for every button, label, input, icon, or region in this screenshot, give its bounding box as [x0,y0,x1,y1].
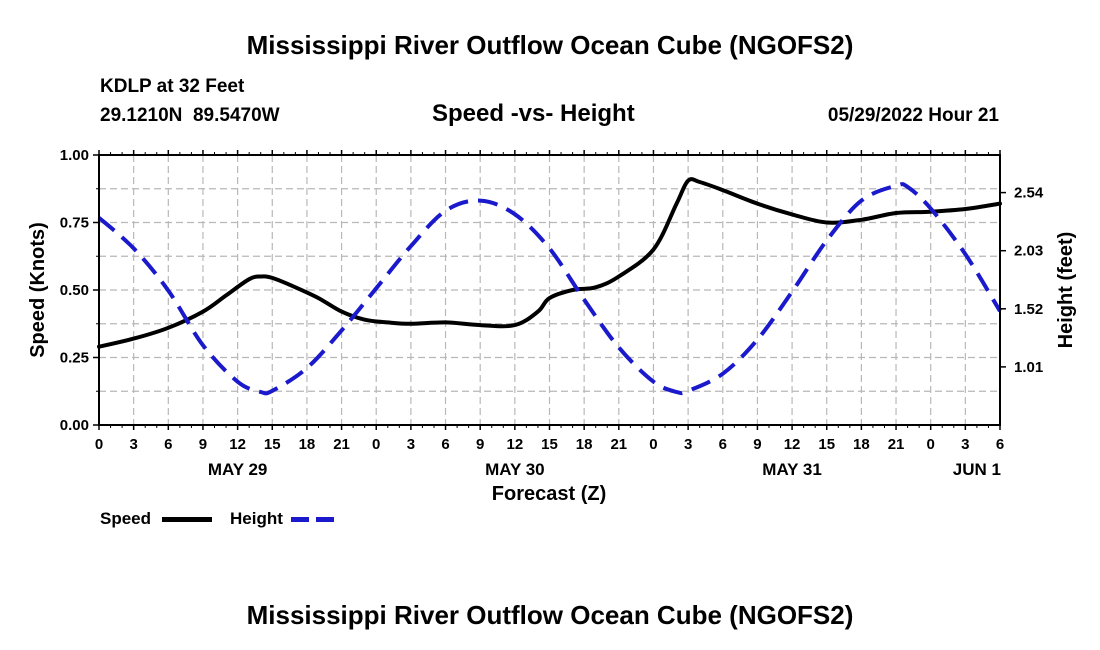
x-tick-label: 0 [95,436,103,453]
chart-title-top: Mississippi River Outflow Ocean Cube (NG… [246,30,854,60]
chart-title-bottom: Mississippi River Outflow Ocean Cube (NG… [246,600,854,630]
x-tick-label: 0 [927,436,935,453]
y-right-tick-label: 2.54 [1014,185,1044,202]
y-left-tick-label: 0.00 [60,417,89,434]
x-date-label: MAY 30 [485,460,545,479]
x-tick-label: 3 [407,436,415,453]
x-tick-label: 18 [853,436,870,453]
x-tick-label: 12 [507,436,524,453]
x-tick-label: 0 [372,436,380,453]
x-tick-label: 6 [441,436,449,453]
x-tick-label: 18 [299,436,316,453]
legend-speed-label: Speed [100,509,152,528]
speed-series-line [97,177,1002,349]
x-axis-label: Forecast (Z) [492,483,606,505]
x-tick-label: 21 [610,436,627,453]
x-tick-label: 18 [576,436,593,453]
series-layer [97,177,1002,396]
x-tick-label: 0 [649,436,657,453]
y-axis-left-label: Speed (Knots) [27,222,49,358]
chart-subtitle: Speed -vs- Height [432,100,635,127]
x-tick-label: 3 [961,436,969,453]
y-left-tick-label: 0.25 [60,350,89,367]
y-right-tick-label: 2.03 [1014,243,1043,260]
station-label: KDLP at 32 Feet [100,76,245,97]
legend-speed-swatch [162,517,212,522]
y-right-tick-label: 1.52 [1014,301,1043,318]
forecast-datetime: 05/29/2022 Hour 21 [827,105,999,126]
x-tick-label: 3 [684,436,692,453]
x-tick-label: 6 [996,436,1004,453]
y-left-tick-label: 1.00 [60,147,89,164]
legend-height-label: Height [230,509,283,528]
x-tick-label: 15 [818,436,835,453]
x-date-label: JUN 1 [953,460,1001,479]
coordinates-label: 29.1210N 89.5470W [100,105,280,126]
x-tick-label: 12 [784,436,801,453]
x-date-label: MAY 31 [762,460,822,479]
y-left-tick-label: 0.50 [60,282,89,299]
x-date-label: MAY 29 [208,460,268,479]
x-tick-label: 15 [541,436,558,453]
axis-ticks: 0 3 6 9 12 15 18 21 0 3 6 9 12 15 18 21 0 3 6 9 12 15 18 21 0 3 6 M… [60,147,1044,479]
x-tick-label: 21 [888,436,905,453]
x-tick-label: 21 [333,436,350,453]
x-tick-label: 12 [229,436,246,453]
x-tick-label: 3 [129,436,137,453]
x-tick-label: 6 [719,436,727,453]
y-axis-right-label: Height (feet) [1055,232,1077,349]
x-tick-label: 9 [476,436,484,453]
x-tick-label: 9 [753,436,761,453]
y-left-tick-label: 0.75 [60,215,89,232]
x-tick-label: 6 [164,436,172,453]
x-tick-label: 9 [199,436,207,453]
legend-height-swatch [291,517,341,522]
y-right-tick-label: 1.01 [1014,359,1043,376]
x-tick-label: 15 [264,436,281,453]
